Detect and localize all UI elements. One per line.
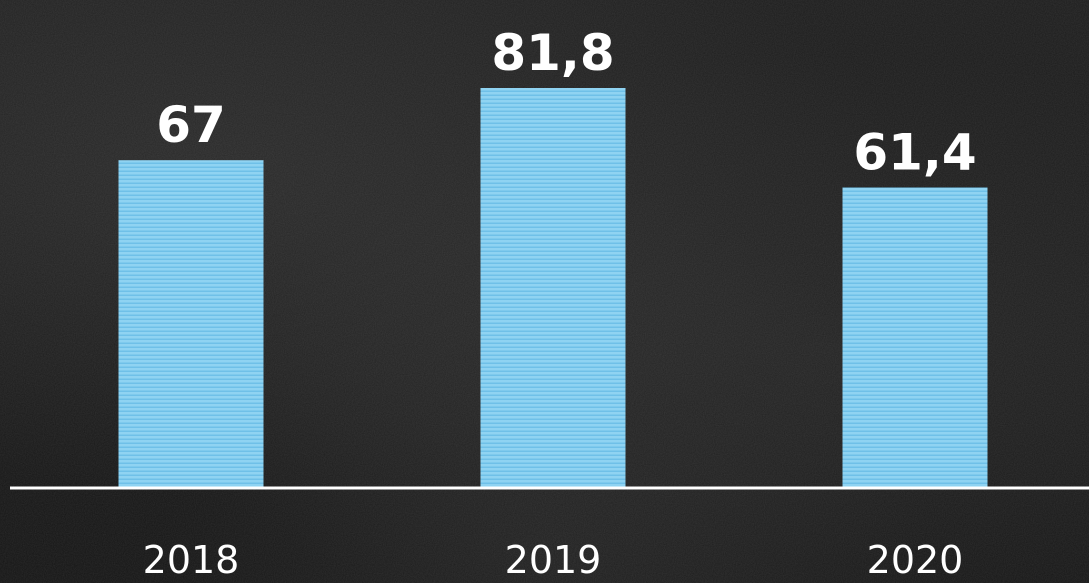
x-tick-label-2020: 2020 xyxy=(867,538,964,582)
bar-2019 xyxy=(480,88,626,487)
bar-2018 xyxy=(118,160,264,487)
bars xyxy=(118,88,988,488)
x-tick-label-2018: 2018 xyxy=(143,538,240,582)
bar-2020 xyxy=(842,187,988,488)
value-label-2018: 67 xyxy=(156,96,226,154)
value-labels: 67 81,8 61,4 xyxy=(156,24,976,182)
x-tick-label-2019: 2019 xyxy=(505,538,602,582)
value-label-2020: 61,4 xyxy=(853,124,976,182)
value-label-2019: 81,8 xyxy=(491,24,614,82)
x-axis-tick-labels: 2018 2019 2020 xyxy=(143,538,964,582)
